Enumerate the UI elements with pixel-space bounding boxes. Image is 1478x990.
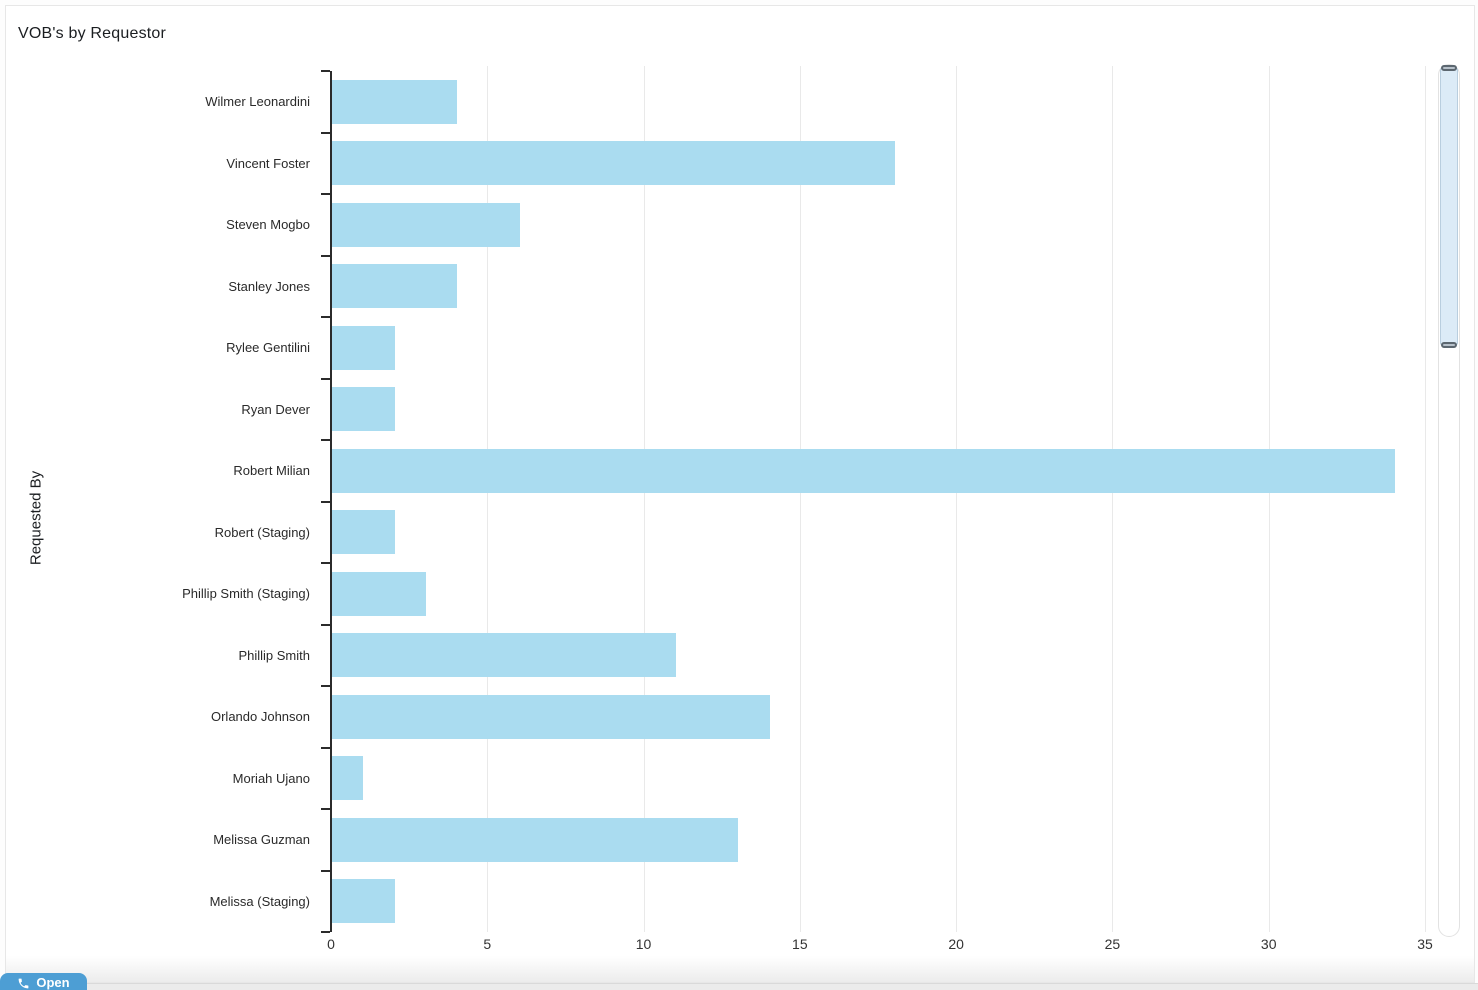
y-axis-label: Moriah Ujano bbox=[232, 770, 310, 786]
y-axis-label: Ryan Dever bbox=[241, 401, 310, 417]
bar[interactable] bbox=[332, 202, 520, 247]
y-axis-label: Robert Milian bbox=[233, 463, 310, 479]
bar[interactable] bbox=[332, 79, 458, 124]
page-footer-strip bbox=[0, 983, 1478, 990]
y-axis-label: Melissa (Staging) bbox=[209, 893, 310, 909]
x-tick-label: 35 bbox=[1417, 936, 1433, 952]
y-axis-tick bbox=[321, 562, 330, 564]
y-axis-label: Rylee Gentilini bbox=[226, 340, 310, 356]
bar[interactable] bbox=[332, 694, 770, 739]
y-axis-label: Robert (Staging) bbox=[214, 524, 310, 540]
y-axis-tick bbox=[321, 70, 330, 72]
bar[interactable] bbox=[332, 879, 395, 924]
x-tick-label: 15 bbox=[792, 936, 808, 952]
y-axis-tick bbox=[321, 131, 330, 134]
x-tick-label: 20 bbox=[948, 936, 964, 952]
bar[interactable] bbox=[332, 817, 739, 862]
x-axis-labels: 0 5 10 15 20 25 30 35 bbox=[327, 936, 1433, 958]
y-axis-tick bbox=[321, 377, 330, 380]
y-axis-tick bbox=[321, 316, 330, 318]
bar[interactable] bbox=[332, 633, 676, 678]
y-axis-tick bbox=[321, 808, 330, 810]
y-axis-label: Orlando Johnson bbox=[210, 709, 310, 725]
y-axis-label: Steven Mogbo bbox=[226, 217, 310, 233]
bar[interactable] bbox=[332, 448, 1395, 493]
x-tick-label: 25 bbox=[1104, 936, 1121, 952]
x-tick-label: 10 bbox=[635, 936, 652, 952]
bar[interactable] bbox=[332, 510, 395, 555]
chart-scrollbar-track[interactable] bbox=[1438, 64, 1460, 937]
x-tick-label: 0 bbox=[327, 936, 335, 952]
y-axis-tick bbox=[321, 623, 330, 626]
y-axis-tick bbox=[321, 685, 330, 687]
y-axis-label: Phillip Smith bbox=[238, 647, 310, 663]
grid-line bbox=[1268, 66, 1270, 932]
x-tick-label: 30 bbox=[1260, 936, 1277, 952]
bar[interactable] bbox=[332, 756, 364, 801]
y-axis-label: Phillip Smith (Staging) bbox=[182, 586, 310, 602]
bar[interactable] bbox=[332, 141, 895, 186]
open-call-button[interactable]: Open bbox=[0, 973, 87, 990]
y-axis-tick bbox=[321, 254, 330, 257]
grid-line bbox=[1425, 66, 1426, 932]
y-axis-tick bbox=[321, 500, 330, 503]
y-axis-tick bbox=[321, 439, 330, 441]
scrollbar-top-handle-icon[interactable] bbox=[1441, 65, 1457, 71]
y-axis-tick bbox=[321, 869, 330, 872]
y-axis-labels: Wilmer Leonardini Vincent Foster Steven Mo… bbox=[6, 71, 321, 932]
scrollbar-bottom-handle-icon[interactable] bbox=[1441, 342, 1457, 349]
y-axis-label: Vincent Foster bbox=[226, 155, 310, 171]
bar[interactable] bbox=[332, 325, 395, 370]
chart-title: VOB's by Requestor bbox=[18, 25, 167, 42]
grid-line bbox=[799, 66, 801, 932]
open-button-label: Open bbox=[36, 975, 70, 990]
y-axis-tick bbox=[321, 931, 330, 933]
card-bottom-fade bbox=[6, 956, 1474, 982]
grid-line bbox=[487, 66, 489, 932]
y-axis-tick bbox=[321, 193, 330, 195]
bar[interactable] bbox=[332, 571, 426, 616]
plot-area bbox=[321, 66, 1426, 933]
grid-line bbox=[643, 66, 645, 932]
y-axis-tick bbox=[321, 746, 330, 749]
bar[interactable] bbox=[332, 264, 458, 309]
bar[interactable] bbox=[332, 387, 395, 432]
y-axis-label: Stanley Jones bbox=[228, 278, 310, 294]
chart-card: VOB's by Requestor Requested By Wilmer L… bbox=[5, 5, 1475, 983]
y-axis-line bbox=[330, 71, 332, 932]
y-axis-label: Melissa Guzman bbox=[213, 832, 310, 848]
x-tick-label: 5 bbox=[483, 936, 492, 952]
y-axis-label: Wilmer Leonardini bbox=[205, 94, 310, 110]
phone-icon bbox=[19, 978, 29, 989]
chart-scrollbar-thumb[interactable] bbox=[1440, 65, 1458, 349]
grid-line bbox=[1112, 66, 1114, 932]
grid-line bbox=[956, 66, 958, 932]
